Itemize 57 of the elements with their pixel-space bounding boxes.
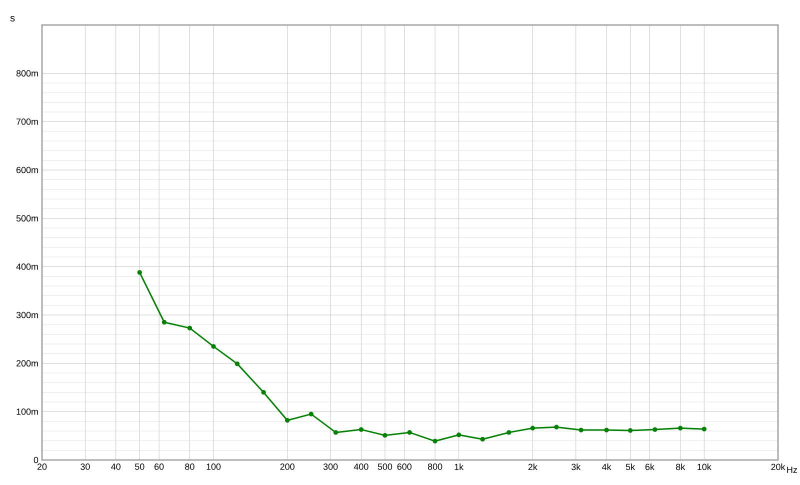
x-tick-label: 300: [323, 464, 338, 470]
y-tick-label: 300m: [16, 312, 38, 318]
point: [358, 427, 364, 432]
point: [530, 426, 536, 430]
point: [234, 361, 240, 366]
x-tick-label: 8k: [676, 464, 686, 470]
y-tick-label: 0: [34, 456, 38, 464]
x-tick-label: 100: [206, 464, 221, 470]
x-tick-label: 50: [135, 464, 144, 470]
x-tick-label: 2k: [528, 464, 538, 470]
point: [578, 428, 584, 432]
x-axis-title: Hz: [787, 466, 797, 473]
point: [702, 426, 707, 432]
y-tick-label: 400m: [16, 263, 38, 270]
x-tick-label: 800: [428, 464, 442, 470]
x-tick-label: 3k: [571, 464, 581, 470]
x-tick-label: 500: [378, 464, 392, 470]
point: [506, 430, 512, 435]
point: [407, 430, 412, 435]
point: [554, 424, 559, 430]
y-tick-label: 500m: [16, 215, 38, 222]
y-axis-title: s: [10, 16, 15, 22]
x-tick-label: 30: [80, 464, 90, 470]
x-tick-label: 5k: [626, 464, 636, 470]
y-tick-label: 200m: [16, 360, 38, 367]
point: [628, 428, 633, 433]
y-tick-label: 800m: [16, 70, 38, 77]
point: [456, 432, 462, 438]
x-tick-label: 20: [37, 464, 47, 470]
point: [211, 344, 216, 349]
x-tick-label: 4k: [602, 464, 612, 470]
point: [308, 412, 314, 416]
point: [432, 438, 438, 444]
x-tick-label: 400: [354, 464, 368, 470]
x-tick-label: 80: [185, 464, 194, 470]
x-tick-label: 10k: [698, 464, 712, 470]
point: [137, 270, 142, 275]
point: [604, 428, 609, 432]
x-tick-label: 20k: [771, 464, 786, 470]
y-tick-label: 700m: [16, 118, 38, 125]
point: [261, 390, 266, 395]
x-tick-label: 600: [397, 464, 412, 470]
point: [333, 430, 338, 435]
x-tick-label: 6k: [645, 464, 654, 470]
x-tick-label: 60: [154, 464, 164, 470]
point: [480, 436, 485, 442]
point: [187, 326, 192, 330]
point: [162, 320, 167, 325]
point: [284, 418, 290, 423]
point: [678, 426, 683, 430]
x-tick-label: 200: [280, 464, 294, 470]
point: [652, 427, 658, 432]
point: [382, 433, 388, 438]
y-tick-label: 100m: [16, 408, 38, 415]
x-tick-label: 1k: [454, 464, 464, 470]
x-tick-label: 40: [111, 464, 121, 470]
y-tick-label: 600m: [16, 166, 38, 174]
